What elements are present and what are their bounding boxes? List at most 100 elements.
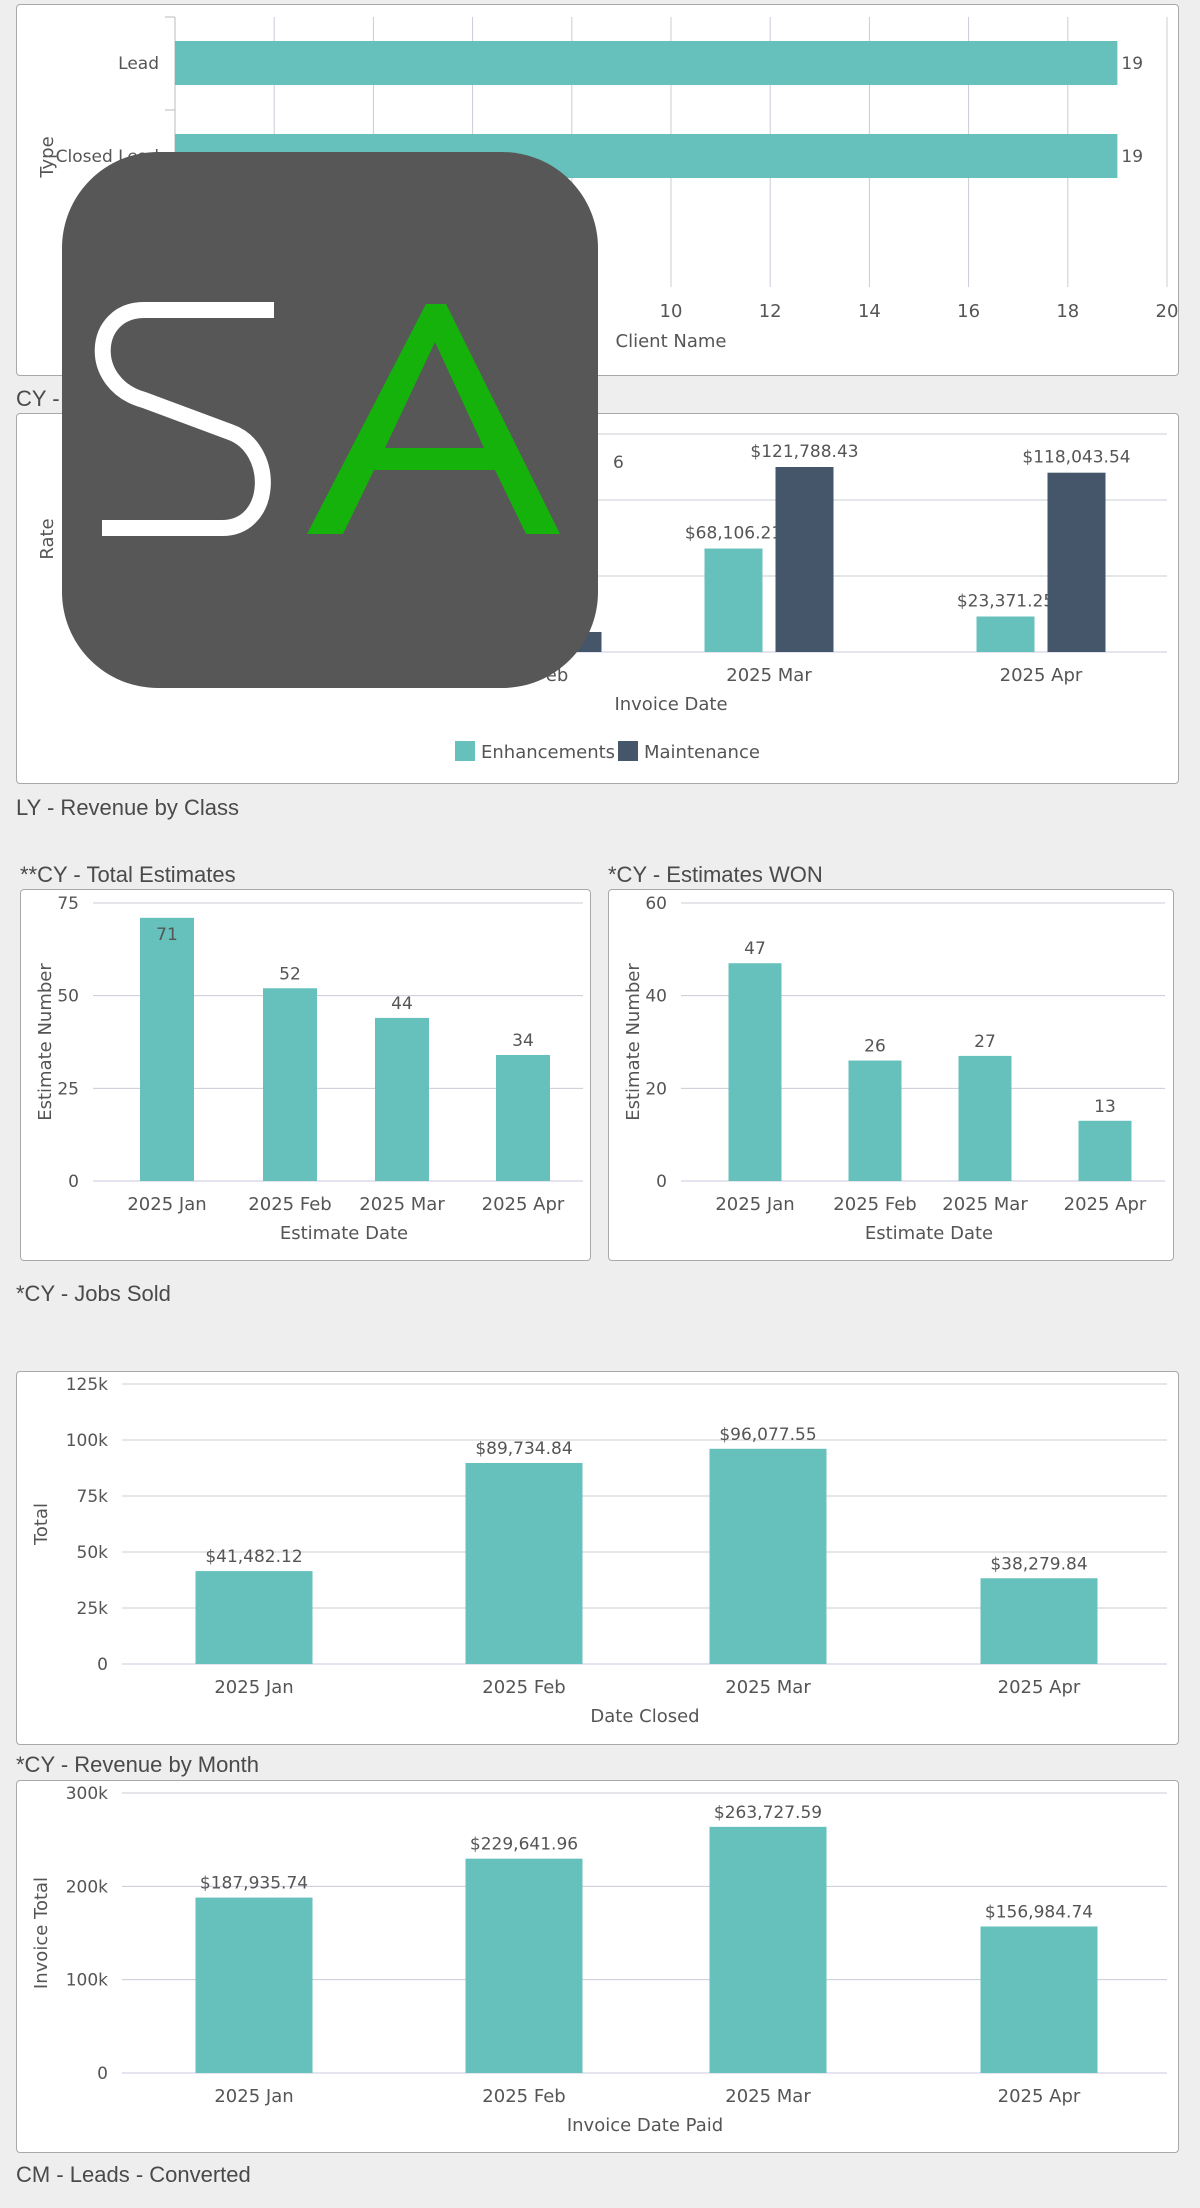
x-tick-label: 2025 Apr [998, 2086, 1081, 2107]
x-tick-label: 2025 Mar [725, 2086, 811, 2107]
data-label: 27 [974, 1032, 996, 1052]
y-axis-label: Rate [37, 518, 58, 559]
bar [195, 1897, 313, 2073]
x-axis-label: Invoice Date Paid [567, 2115, 723, 2136]
bar [958, 1055, 1012, 1181]
bar [496, 1054, 550, 1181]
x-tick-label: 2025 Mar [726, 665, 812, 686]
x-tick-label: 2025 Feb [833, 1194, 916, 1215]
sa-logo-icon [62, 152, 598, 688]
legend-swatch-maintenance [618, 741, 638, 761]
data-label: $89,734.84 [475, 1439, 572, 1459]
y-tick-label: 25 [57, 1079, 79, 1099]
estimates-won-chart-card: 0 20 40 60 47 2025 Jan 26 2025 Feb 27 2025 Mar 13 2… [608, 889, 1174, 1261]
bar [709, 1826, 827, 2073]
bar [976, 616, 1035, 652]
x-tick-label: 12 [759, 301, 782, 322]
data-label: $23,371.25 [957, 591, 1054, 611]
jobs-sold-chart: 0 25k 50k 75k 100k 125k $41,482.12 2025 Jan $89,… [31, 1375, 1167, 1727]
bar [263, 988, 317, 1181]
bar [980, 1578, 1098, 1664]
x-tick-label: 2025 Feb [482, 2086, 565, 2107]
data-label: $156,984.74 [985, 1902, 1093, 1922]
bar [728, 963, 782, 1181]
y-tick-label: Lead [118, 54, 159, 74]
data-label: $41,482.12 [205, 1547, 302, 1567]
y-tick-label: 50k [77, 1543, 109, 1563]
x-tick-label: 18 [1056, 301, 1079, 322]
y-tick-label: 20 [645, 1079, 667, 1099]
data-label: $68,106.21 [685, 524, 782, 544]
bar [980, 1926, 1098, 2073]
bar [465, 1462, 583, 1664]
data-label: 47 [744, 939, 766, 959]
logo-letter-a [307, 304, 560, 534]
bar [848, 1060, 902, 1181]
y-tick-label: 0 [97, 1655, 108, 1675]
data-label: 52 [279, 964, 301, 984]
y-tick-label: 100k [66, 1431, 108, 1451]
y-tick-label: 50 [57, 987, 79, 1007]
x-axis-label: Estimate Date [280, 1223, 408, 1244]
bar [704, 548, 763, 652]
x-tick-label: 2025 Jan [715, 1194, 794, 1215]
data-label: $121,788.43 [750, 442, 858, 462]
section-title-cy-estimates-won: *CY - Estimates WON [608, 862, 823, 887]
data-label: 34 [512, 1031, 534, 1051]
x-tick-label: 10 [660, 301, 683, 322]
data-label: 19 [1121, 147, 1143, 167]
legend-swatch-enhancements [455, 741, 475, 761]
y-tick-label: 0 [656, 1172, 667, 1192]
x-tick-label: 2025 Mar [942, 1194, 1028, 1215]
data-label: $118,043.54 [1022, 448, 1130, 468]
section-title-cy-type: CY - [16, 386, 60, 411]
data-label: 6 [613, 453, 624, 473]
data-label: $187,935.74 [200, 1874, 308, 1894]
y-axis-label: Estimate Number [623, 963, 644, 1121]
estimates-won-chart: 0 20 40 60 47 2025 Jan 26 2025 Feb 27 2025 Mar 13 2… [623, 894, 1165, 1244]
y-tick-label: 100k [66, 1971, 108, 1991]
x-axis-label: Invoice Date [614, 694, 727, 715]
y-axis-label: Total [31, 1503, 52, 1546]
x-tick-label: 2025 Jan [214, 2086, 293, 2107]
data-label: $96,077.55 [719, 1425, 816, 1445]
legend-label-maintenance: Maintenance [644, 742, 760, 763]
x-tick-label: 2025 Mar [725, 1677, 811, 1698]
data-label: 71 [156, 925, 178, 945]
revenue-month-chart-card: 0 100k 200k 300k $187,935.74 2025 Jan $229,641… [16, 1780, 1179, 2153]
revenue-month-chart: 0 100k 200k 300k $187,935.74 2025 Jan $229,641… [31, 1784, 1167, 2136]
y-tick-label: 75k [77, 1487, 109, 1507]
x-tick-label: 2025 Mar [359, 1194, 445, 1215]
x-tick-label: 2025 Apr [1000, 665, 1083, 686]
x-tick-label: 2025 Apr [482, 1194, 565, 1215]
total-estimates-chart: 0 25 50 75 71 2025 Jan 52 2025 Feb 44 2025 Mar 34 2… [35, 894, 583, 1244]
total-estimates-chart-card: 0 25 50 75 71 2025 Jan 52 2025 Feb 44 2025 Mar 34 2… [20, 889, 591, 1261]
x-tick-label: 2025 Feb [482, 1677, 565, 1698]
bar [775, 467, 834, 652]
y-axis-label: Type [37, 136, 58, 178]
x-tick-label: 2025 Jan [214, 1677, 293, 1698]
y-tick-label: 40 [645, 987, 667, 1007]
logo-letter-s [94, 302, 274, 536]
y-axis-label: Invoice Total [31, 1877, 52, 1989]
x-tick-label: 2025 Jan [127, 1194, 206, 1215]
x-tick-label: 14 [858, 301, 881, 322]
y-tick-label: 75 [57, 894, 79, 914]
bar [375, 1017, 429, 1181]
x-tick-label: 16 [957, 301, 980, 322]
x-tick-label: 2025 Apr [1064, 1194, 1147, 1215]
x-tick-label: 2025 Apr [998, 1677, 1081, 1698]
data-label: $229,641.96 [470, 1835, 578, 1855]
x-axis-label: Date Closed [590, 1706, 699, 1727]
y-tick-label: 0 [68, 1172, 79, 1192]
bar [1047, 472, 1106, 652]
section-title-ly-revenue-by-class: LY - Revenue by Class [16, 795, 239, 820]
bar [465, 1858, 583, 2073]
data-label: 13 [1094, 1097, 1116, 1117]
bar [1078, 1120, 1132, 1181]
legend-label-enhancements: Enhancements [481, 742, 615, 763]
data-label: 26 [864, 1037, 886, 1057]
x-axis-label: Estimate Date [865, 1223, 993, 1244]
